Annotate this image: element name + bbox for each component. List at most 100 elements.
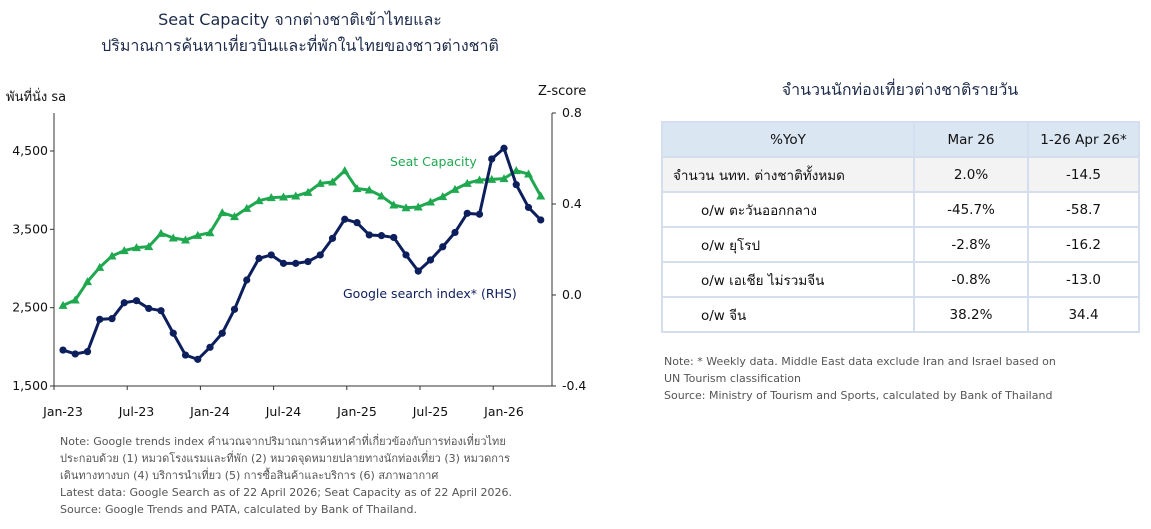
row-mar: -2.8% bbox=[913, 226, 1029, 263]
seat-capacity-point bbox=[242, 203, 252, 212]
seat-capacity-point bbox=[279, 192, 288, 201]
seat-capacity-point bbox=[70, 295, 80, 304]
row-label: o/w ยุโรป bbox=[661, 226, 915, 263]
row-apr: 34.4 bbox=[1027, 296, 1140, 333]
google-search-point bbox=[402, 251, 410, 259]
google-search-point bbox=[132, 297, 141, 305]
seat-capacity-point bbox=[168, 233, 178, 242]
seat-capacity-point bbox=[291, 191, 301, 200]
left-axis-label: พันที่นั่ง sa bbox=[6, 90, 67, 105]
seat-capacity-point bbox=[450, 184, 460, 193]
series-line-seat-capacity bbox=[62, 169, 543, 307]
google-search-point bbox=[488, 155, 496, 163]
google-search-point bbox=[390, 233, 398, 242]
table-note-line: Source: Ministry of Tourism and Sports, … bbox=[664, 389, 1053, 402]
row-label: o/w จีน bbox=[661, 296, 915, 333]
x-tick-label: Jan-24 bbox=[189, 404, 230, 419]
seat-capacity-point bbox=[303, 187, 313, 196]
google-search-point bbox=[279, 259, 288, 267]
google-search-point bbox=[451, 228, 459, 237]
chart-note-line: เดินทางทางบก (4) บริการนำเที่ยว (5) การซ… bbox=[60, 469, 439, 482]
seat-capacity-point bbox=[364, 185, 374, 194]
google-search-point bbox=[255, 254, 263, 262]
legend-google-search: Google search index* (RHS) bbox=[343, 286, 517, 301]
google-search-point bbox=[59, 346, 67, 354]
seat-capacity-point bbox=[156, 228, 166, 237]
google-search-point bbox=[463, 209, 471, 217]
table-row: จำนวน นทท. ต่างชาติทั้งหมด 2.0% -14.5 bbox=[661, 156, 1140, 193]
google-search-point bbox=[120, 299, 128, 307]
left-tick-label: 2,500 bbox=[12, 300, 48, 315]
google-search-point bbox=[316, 251, 324, 259]
table-row: o/w จีน 38.2% 34.4 bbox=[661, 296, 1140, 333]
chart-note-line: Note: Google trends index คำนวณจากปริมาณ… bbox=[60, 435, 506, 448]
seat-capacity-point bbox=[328, 177, 337, 186]
table-note-line: UN Tourism classification bbox=[664, 372, 802, 385]
table-row: o/w ตะวันออกกลาง -45.7% -58.7 bbox=[661, 191, 1140, 228]
google-search-point bbox=[500, 144, 508, 152]
x-tick-label: Jan-25 bbox=[336, 404, 377, 419]
right-tick-label: 0.4 bbox=[562, 196, 582, 211]
google-search-point bbox=[71, 350, 79, 358]
legend-seat-capacity: Seat Capacity bbox=[390, 154, 477, 169]
google-search-point bbox=[230, 305, 239, 313]
right-tick-label: 0.0 bbox=[562, 287, 582, 302]
x-tick-label: Jul-25 bbox=[412, 404, 449, 419]
table-note-line: Note: * Weekly data. Middle East data ex… bbox=[664, 355, 1056, 368]
google-search-point bbox=[243, 276, 251, 284]
chart-title-line2: ปริมาณการค้นหาเที่ยวบินและที่พักในไทยของ… bbox=[101, 36, 499, 55]
google-search-point bbox=[537, 216, 545, 224]
seat-capacity-point bbox=[107, 251, 117, 260]
row-apr: -13.0 bbox=[1027, 261, 1140, 298]
seat-capacity-point bbox=[499, 174, 509, 183]
google-search-point bbox=[267, 251, 275, 259]
table-notes: Note: * Weekly data. Middle East data ex… bbox=[664, 353, 1056, 404]
google-search-point bbox=[145, 304, 153, 313]
google-search-point bbox=[83, 348, 92, 356]
google-search-point bbox=[377, 232, 386, 240]
google-search-point bbox=[439, 243, 447, 251]
left-tick-label: 4,500 bbox=[12, 143, 48, 158]
table-row: o/w ยุโรป -2.8% -16.2 bbox=[661, 226, 1140, 263]
google-search-point bbox=[512, 181, 520, 189]
header-mar26: Mar 26 bbox=[913, 121, 1029, 158]
right-axis-label: Z-score bbox=[538, 84, 587, 99]
google-search-point bbox=[524, 203, 533, 212]
left-tick-label: 3,500 bbox=[12, 221, 48, 236]
seat-capacity-point bbox=[254, 196, 264, 205]
row-mar: 38.2% bbox=[913, 296, 1029, 333]
header-apr26: 1-26 Apr 26* bbox=[1027, 121, 1140, 158]
google-search-point bbox=[475, 210, 484, 218]
google-search-point bbox=[108, 315, 116, 323]
google-search-point bbox=[304, 257, 312, 266]
google-search-point bbox=[328, 234, 337, 242]
seat-capacity-point bbox=[524, 169, 533, 178]
table-header-row: %YoY Mar 26 1-26 Apr 26* bbox=[661, 121, 1140, 158]
seat-capacity-point bbox=[377, 191, 386, 200]
left-tick-label: 1,500 bbox=[12, 378, 48, 393]
tourist-yoy-table: %YoY Mar 26 1-26 Apr 26* จำนวน นทท. ต่าง… bbox=[661, 121, 1140, 333]
seat-capacity-point bbox=[132, 243, 141, 252]
seat-capacity-point bbox=[413, 202, 423, 211]
header-yoy: %YoY bbox=[661, 121, 915, 158]
row-apr: -58.7 bbox=[1027, 191, 1140, 228]
seat-capacity-point bbox=[352, 184, 362, 193]
row-mar: -0.8% bbox=[913, 261, 1029, 298]
row-label: o/w ตะวันออกกลาง bbox=[661, 191, 915, 228]
chart-svg: 1,500 2,500 3,500 4,500 -0.4 0.0 0.4 0.8 Jan-23 J… bbox=[12, 105, 586, 419]
seat-capacity-point bbox=[315, 178, 325, 187]
seat-capacity-point bbox=[401, 203, 411, 212]
seat-capacity-point bbox=[205, 228, 215, 237]
google-search-point bbox=[353, 219, 361, 227]
seat-capacity-point bbox=[487, 174, 497, 183]
seat-capacity-point bbox=[193, 230, 203, 239]
table-row: o/w เอเชีย ไม่รวมจีน -0.8% -13.0 bbox=[661, 261, 1140, 298]
seat-capacity-point bbox=[340, 166, 350, 175]
seat-capacity-point bbox=[217, 208, 227, 217]
table-title: จำนวนนักท่องเที่ยวต่างชาติรายวัน bbox=[781, 80, 1019, 99]
series-line-google-search bbox=[62, 146, 542, 361]
row-label: o/w เอเชีย ไม่รวมจีน bbox=[661, 261, 915, 298]
chart-title-line1: Seat Capacity จากต่างชาติเข้าไทยและ bbox=[158, 10, 442, 29]
google-search-point bbox=[341, 215, 349, 223]
